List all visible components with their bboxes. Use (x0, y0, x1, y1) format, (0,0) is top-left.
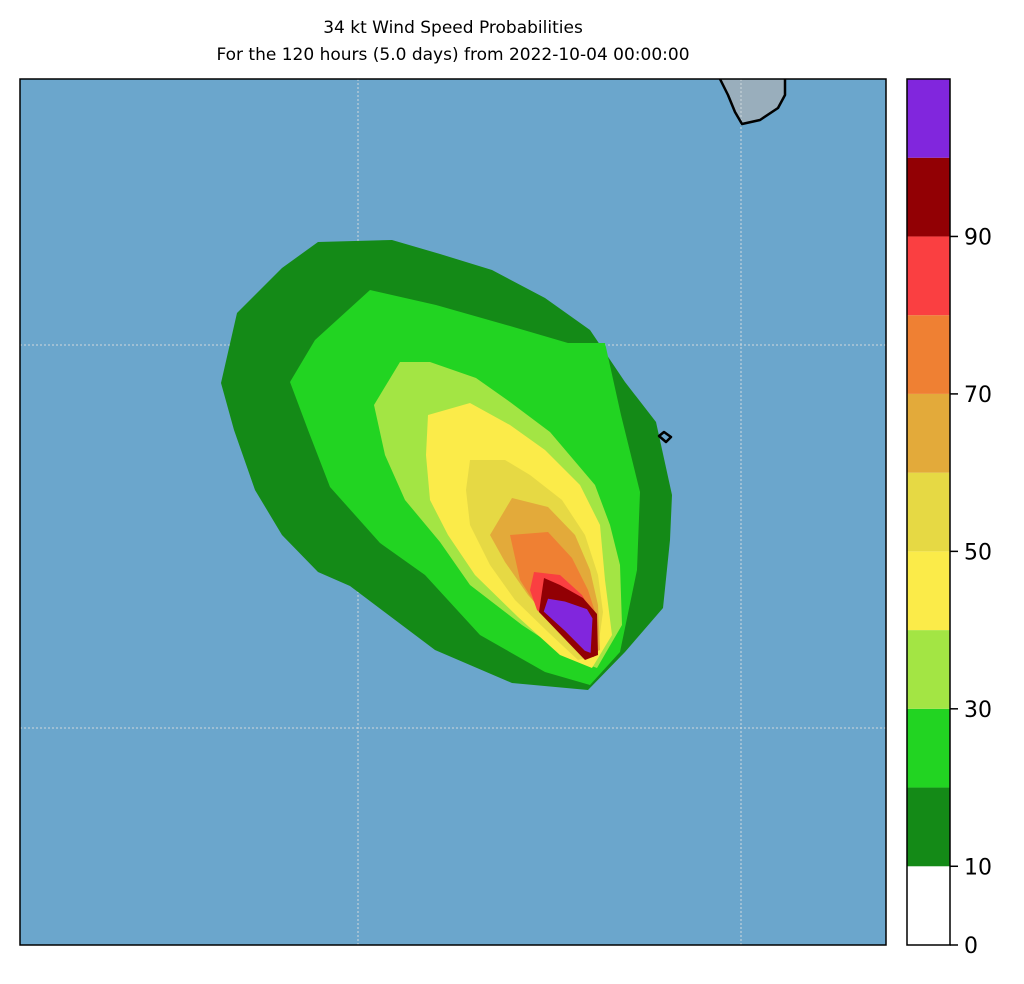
colorbar-tick-label: 50 (964, 540, 992, 565)
colorbar-tick-label: 30 (964, 698, 992, 723)
map-title: 34 kt Wind Speed Probabilities (323, 18, 583, 38)
colorbar-frame (906, 78, 951, 946)
colorbar-bands (907, 79, 950, 945)
colorbar-band (907, 787, 950, 867)
colorbar-band (907, 551, 950, 631)
map-subtitle: For the 120 hours (5.0 days) from 2022-1… (216, 45, 690, 65)
colorbar-band (907, 393, 950, 473)
contour-100 (540, 595, 596, 658)
colorbar-band (907, 79, 950, 158)
coastline-mainland (718, 79, 787, 126)
colorbar-band (907, 157, 950, 237)
colorbar-band (907, 630, 950, 709)
colorbar: 0 10 30 50 70 90 (906, 78, 992, 959)
colorbar-band (907, 866, 950, 945)
colorbar-tick-label: 10 (964, 855, 992, 880)
colorbar-band (907, 315, 950, 394)
colorbar-tick-label: 0 (964, 934, 978, 959)
colorbar-band (907, 708, 950, 788)
probability-contours (221, 240, 672, 690)
colorbar-band (907, 472, 950, 552)
colorbar-tick-label: 90 (964, 225, 992, 250)
coastline-small-island (657, 430, 673, 444)
colorbar-band (907, 236, 950, 316)
map-area (20, 79, 886, 945)
colorbar-ticks: 0 10 30 50 70 90 (950, 225, 992, 959)
colorbar-tick-label: 70 (964, 383, 992, 408)
map-frame (19, 78, 887, 946)
